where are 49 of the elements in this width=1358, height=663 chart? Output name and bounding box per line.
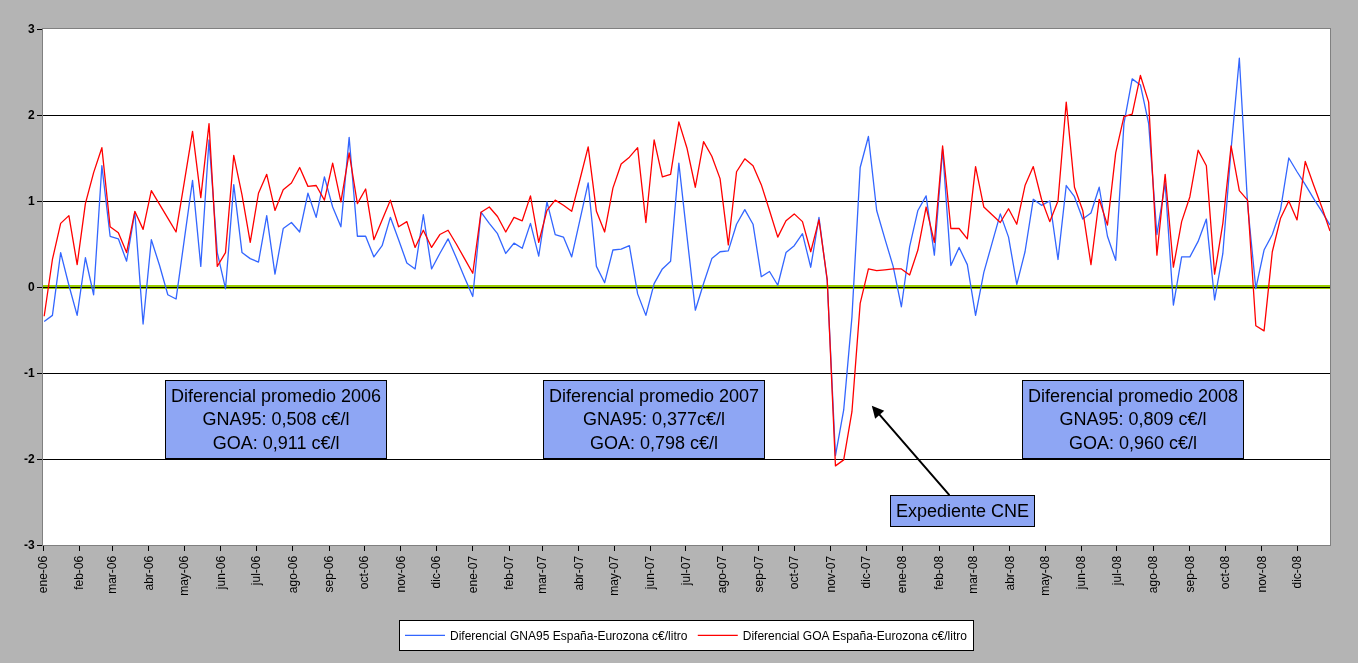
x-tick-label: dic-06	[429, 555, 444, 589]
y-tick-label: 1	[27, 194, 35, 209]
x-tick-label: may-08	[1037, 555, 1052, 596]
x-tick-label: jul-06	[249, 555, 264, 587]
x-tick-label: mar-06	[105, 555, 120, 594]
x-tick-label: dic-07	[858, 555, 873, 589]
x-tick-label: jun-08	[1074, 555, 1089, 591]
x-tick-label: jun-07	[643, 555, 658, 591]
x-tick-label: sep-07	[751, 555, 766, 593]
x-tick-label: feb-08	[931, 555, 946, 590]
x-tick-label: ago-07	[715, 555, 730, 594]
x-tick-label: oct-06	[357, 555, 372, 590]
annotation: Expediente CNE	[896, 501, 1030, 521]
x-tick-label: ago-08	[1146, 555, 1161, 594]
annotation: Diferencial promedio 2008 GNA95: 0,809 c€/l GOA: 0,960 c€/l	[1028, 386, 1239, 453]
y-tick-label: -2	[23, 452, 35, 467]
x-tick-label: may-07	[606, 555, 621, 596]
x-tick-label: ene-06	[35, 555, 50, 594]
x-tick-label: jun-06	[213, 555, 228, 591]
x-tick-label: oct-08	[1218, 555, 1233, 590]
x-tick-label: dic-08	[1289, 555, 1304, 589]
y-tick-label: -1	[23, 366, 35, 381]
x-tick-label: jul-08	[1109, 555, 1124, 587]
x-tick-label: mar-08	[966, 555, 981, 594]
x-tick-label: ene-07	[465, 555, 480, 594]
y-tick-label: 0	[27, 280, 35, 295]
x-tick-label: nov-08	[1254, 555, 1269, 593]
y-tick-label: 3	[27, 22, 35, 37]
legend-label: Diferencial GNA95 España-Eurozona c€/litro	[450, 629, 688, 643]
x-tick-label: oct-07	[787, 555, 802, 590]
x-tick-label: may-06	[177, 555, 192, 596]
x-tick-label: ene-08	[895, 555, 910, 594]
x-tick-label: jul-07	[678, 555, 693, 587]
y-tick-label: 2	[27, 108, 35, 123]
x-tick-label: mar-07	[535, 555, 550, 594]
x-tick-label: sep-08	[1182, 555, 1197, 593]
x-tick-label: nov-07	[823, 555, 838, 593]
y-tick-label: -3	[23, 538, 35, 553]
legend-label: Diferencial GOA España-Eurozona c€/litro	[742, 629, 968, 643]
annotation: Diferencial promedio 2007 GNA95: 0,377c€/l GOA: 0,798 c€/l	[549, 386, 760, 453]
x-tick-label: feb-06	[72, 555, 87, 590]
x-tick-label: feb-07	[502, 555, 517, 590]
x-tick-label: ago-06	[285, 555, 300, 594]
annotation: Diferencial promedio 2006 GNA95: 0,508 c€/l GOA: 0,911 c€/l	[171, 386, 382, 453]
x-tick-label: abr-07	[571, 555, 586, 591]
x-tick-label: nov-06	[393, 555, 408, 593]
x-tick-label: sep-06	[322, 555, 337, 593]
x-tick-label: abr-08	[1002, 555, 1017, 591]
x-tick-label: abr-06	[141, 555, 156, 591]
